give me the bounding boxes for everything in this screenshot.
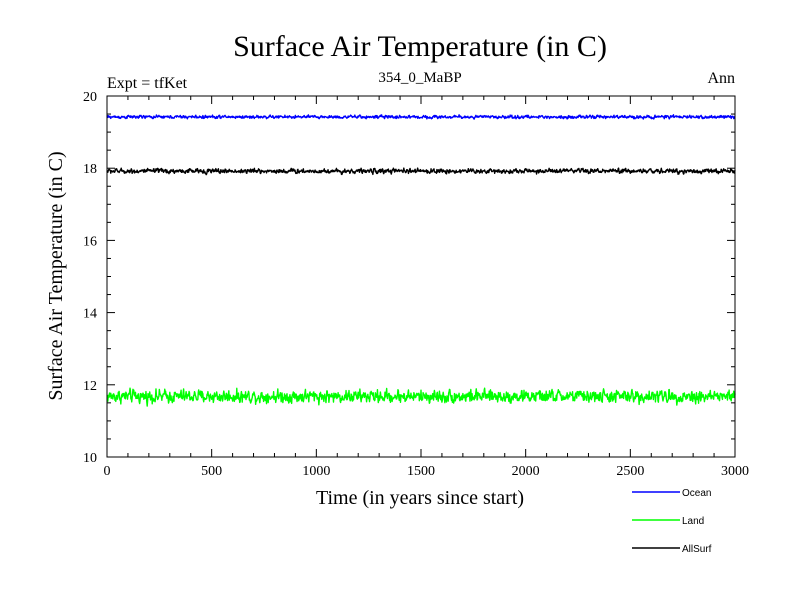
x-tick-label: 1000 [302, 464, 330, 479]
plot-frame [106, 95, 736, 458]
y-tick-label: 18 [83, 162, 97, 177]
x-tick-label: 0 [104, 464, 111, 479]
y-tick-label: 10 [83, 451, 97, 466]
chart-subtitle: 354_0_MaBP [378, 70, 461, 86]
period-annotation: Ann [707, 70, 735, 87]
y-tick-label: 16 [83, 234, 97, 249]
x-tick-label: 3000 [721, 464, 749, 479]
x-tick-label: 2500 [616, 464, 644, 479]
legend-label-allsurf: AllSurf [682, 544, 712, 555]
y-axis-label: Surface Air Temperature (in C) [45, 151, 67, 400]
legend: Ocean Land AllSurf [632, 488, 712, 555]
y-tick-label: 20 [83, 90, 97, 105]
x-tick-label: 2000 [512, 464, 540, 479]
legend-label-ocean: Ocean [682, 488, 711, 499]
y-tick-label: 12 [83, 379, 97, 394]
expt-annotation: Expt = tfKet [107, 75, 188, 92]
series-line-ocean [106, 114, 736, 120]
chart-title: Surface Air Temperature (in C) [233, 30, 607, 63]
series-layer [106, 114, 736, 407]
axis-ticks: 0 500 1000 1500 2000 2500 3000 10 12 14 16 18 20 [83, 90, 749, 479]
x-axis-label: Time (in years since start) [316, 487, 524, 509]
legend-label-land: Land [682, 516, 704, 527]
x-tick-label: 1500 [407, 464, 435, 479]
series-line-allsurf [106, 167, 736, 176]
y-tick-label: 14 [83, 307, 97, 322]
x-tick-label: 500 [201, 464, 222, 479]
series-line-land [106, 387, 736, 407]
